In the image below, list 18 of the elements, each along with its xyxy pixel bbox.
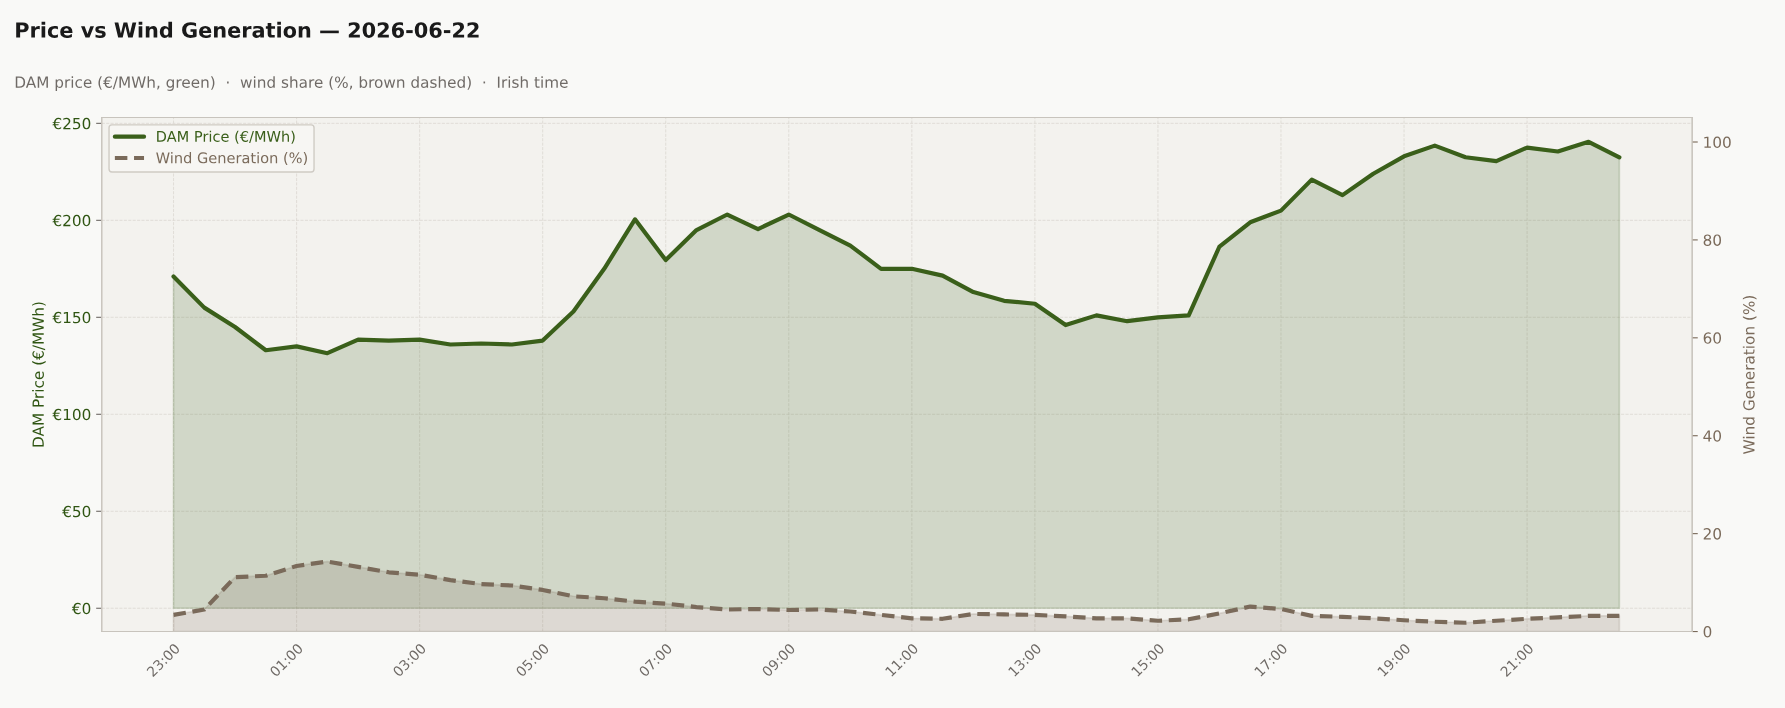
legend-label: Wind Generation (%)	[156, 152, 307, 166]
y2-axis-title: Wind Generation (%)	[1742, 295, 1757, 454]
y-tick-label: €150	[52, 311, 91, 324]
y-tick-label: €250	[52, 117, 91, 130]
y2-tick-label: 60	[1703, 332, 1722, 344]
y2-tick-label: 20	[1703, 528, 1722, 540]
chart-subtitle: DAM price (€/MWh, green) · wind share (%, brown dashed) · Irish time	[15, 76, 568, 91]
y-tick-label: €100	[52, 408, 91, 421]
y2-tick-label: 100	[1704, 136, 1731, 149]
chart-title: Price vs Wind Generation — 2026-06-22	[16, 21, 479, 38]
y2-tick-label: 0	[1703, 626, 1712, 638]
y-axis-title: DAM Price (€/MWh)	[32, 302, 46, 447]
y-tick-label: €50	[62, 505, 91, 518]
y-tick-label: €0	[71, 602, 91, 615]
y-tick-label: €200	[52, 214, 91, 227]
y2-tick-label: 40	[1703, 430, 1722, 442]
legend-label: DAM Price (€/MWh)	[157, 130, 295, 144]
y2-tick-label: 80	[1703, 234, 1722, 246]
